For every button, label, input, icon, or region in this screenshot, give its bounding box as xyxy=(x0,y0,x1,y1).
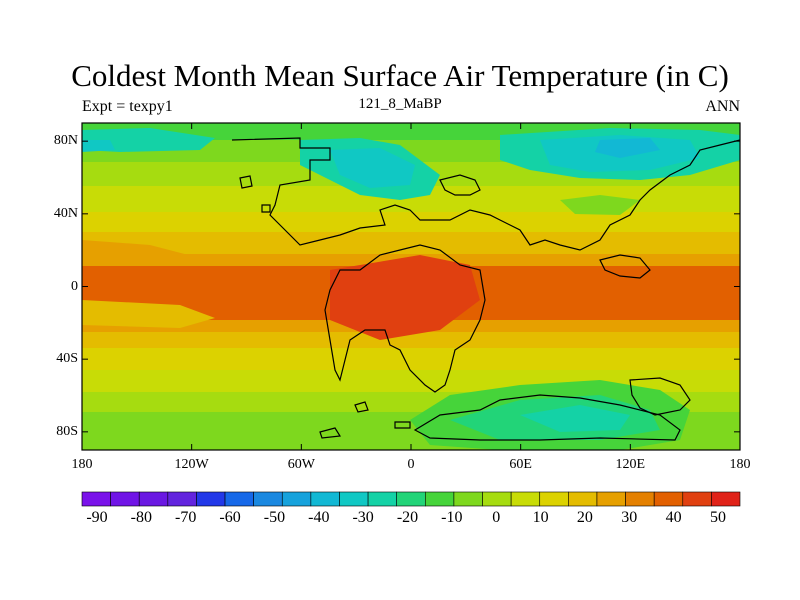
age-label: 121_8_MaBP xyxy=(358,96,442,112)
colorbar-label: -90 xyxy=(86,509,108,526)
colorbar-swatch xyxy=(596,491,626,507)
colorbar-swatch xyxy=(510,491,541,507)
colorbar-swatch xyxy=(110,491,140,507)
lon-tick-label: 60W xyxy=(287,457,315,472)
colorbar-label: -40 xyxy=(308,509,330,526)
experiment-label: Expt = texpy1 xyxy=(82,98,173,115)
colorbar-swatch xyxy=(138,491,169,507)
colorbar-label: 30 xyxy=(621,509,638,526)
lon-tick-label: 180 xyxy=(71,457,93,472)
colorbar-swatch xyxy=(339,491,369,507)
colorbar-swatch xyxy=(425,491,455,507)
colorbar-swatch xyxy=(653,491,684,507)
colorbar-swatch xyxy=(711,491,741,507)
lon-tick-label: 60E xyxy=(509,457,532,472)
lat-tick-label: 40S xyxy=(56,351,78,367)
lat-tick-label: 80N xyxy=(53,133,78,149)
colorbar-swatch xyxy=(682,491,712,507)
lat-tick-label: 80S xyxy=(56,423,78,439)
colorbar-swatch xyxy=(281,491,312,507)
lon-ticks xyxy=(81,123,741,450)
map-title: Coldest Month Mean Surface Air Temperatu… xyxy=(71,58,729,93)
colorbar-label: -70 xyxy=(175,509,197,526)
lon-tick-label: 120E xyxy=(615,457,646,472)
colorbar-label: -10 xyxy=(441,509,463,526)
lon-tick-label: 0 xyxy=(407,457,415,472)
colorbar-label: -20 xyxy=(396,509,419,526)
colorbar-label: 10 xyxy=(532,509,549,526)
colorbar-swatch xyxy=(453,491,483,507)
lon-tick-label: 120W xyxy=(174,457,209,472)
temperature-field xyxy=(82,123,740,450)
colorbar-label: 20 xyxy=(576,509,593,526)
colorbar xyxy=(81,491,741,507)
colorbar-swatch xyxy=(224,491,254,507)
colorbar-label: 0 xyxy=(492,509,501,526)
colorbar-label: -50 xyxy=(263,509,286,526)
colorbar-label: 50 xyxy=(710,509,726,526)
colorbar-label: -30 xyxy=(352,509,374,526)
lat-ticks xyxy=(82,140,740,433)
season-label: ANN xyxy=(705,98,740,115)
colorbar-swatch xyxy=(196,491,226,507)
colorbar-swatch xyxy=(367,491,397,507)
colorbar-swatch xyxy=(396,491,426,507)
lat-tick-label: 40N xyxy=(53,205,78,221)
colorbar-swatch xyxy=(81,491,111,507)
colorbar-swatch xyxy=(539,491,569,507)
colorbar-swatch xyxy=(568,491,598,507)
colorbar-label: 40 xyxy=(665,509,682,526)
colorbar-swatch xyxy=(253,491,283,507)
colorbar-swatch xyxy=(482,491,512,507)
colorbar-swatch xyxy=(167,491,197,507)
lat-tick-label: 0 xyxy=(71,278,78,294)
colorbar-label: -60 xyxy=(219,509,241,526)
colorbar-label: -80 xyxy=(130,509,152,526)
coastlines xyxy=(231,137,741,441)
lon-tick-label: 180 xyxy=(729,457,751,472)
colorbar-swatch xyxy=(310,491,340,507)
colorbar-swatch xyxy=(625,491,655,507)
